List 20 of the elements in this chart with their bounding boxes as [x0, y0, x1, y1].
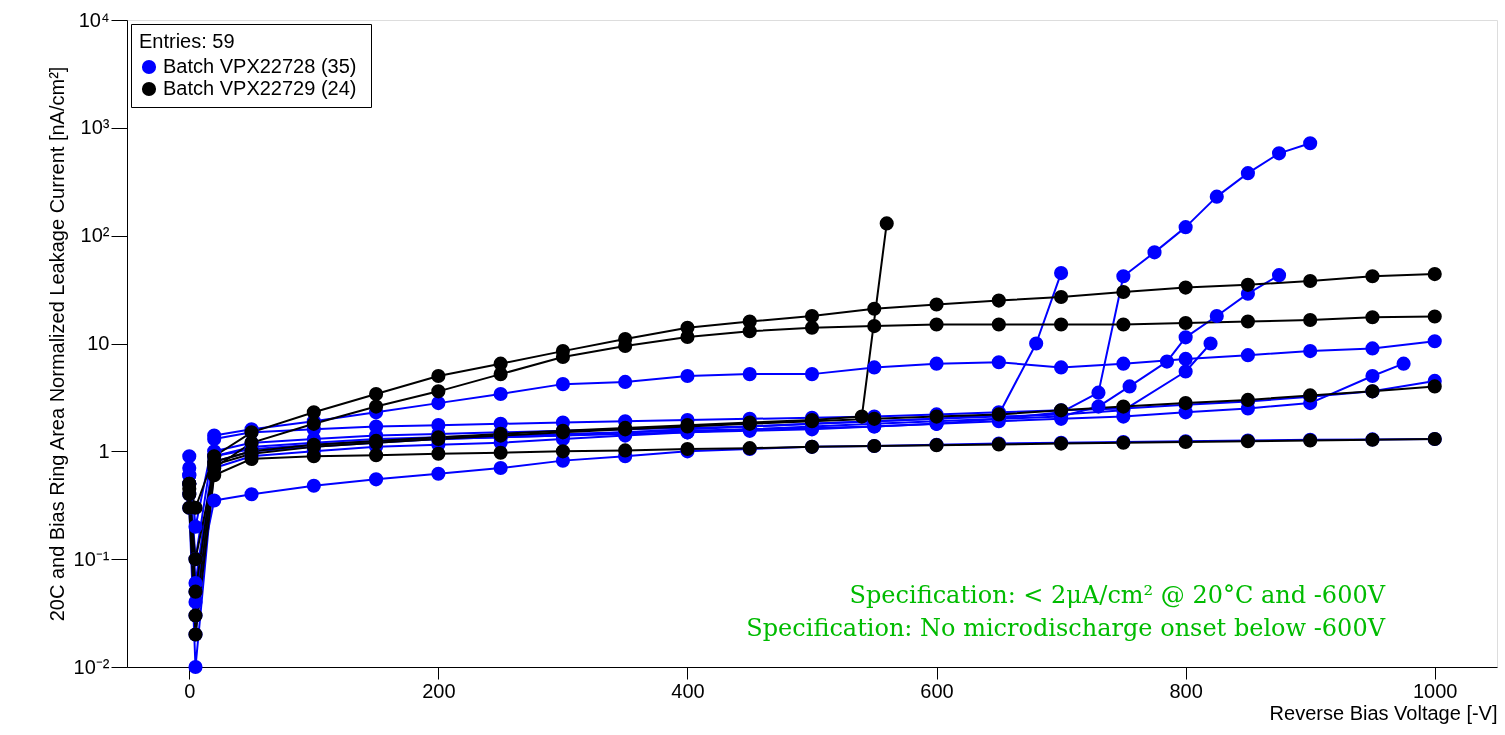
x-tick-label: 600 — [920, 679, 954, 702]
x-tick-label: 0 — [184, 679, 196, 702]
x-tick-label: 400 — [671, 679, 705, 702]
annotation: Specification: No microdischarge onset below -600V — [746, 614, 1386, 642]
y-axis-title: 20C and Bias Ring Area Normalized Leakage Current [nA/cm²] — [45, 66, 68, 622]
x-tick-label: 200 — [422, 679, 456, 702]
x-tick-label: 1000 — [1412, 679, 1458, 702]
x-tick-label: 800 — [1169, 679, 1203, 702]
y-tick-label: 10 — [87, 332, 110, 354]
y-tick-label: 10² — [80, 224, 110, 247]
legend-label: Batch VPX22728 (35) — [163, 55, 357, 77]
y-tick-label: 10⁴ — [78, 8, 110, 31]
y-tick-label: 1 — [98, 439, 110, 462]
y-tick-label: 10⁻² — [73, 655, 110, 678]
annotation: Specification: < 2μA/cm² @ 20°C and -600V — [849, 581, 1386, 609]
x-axis-title: Reverse Bias Voltage [-V] — [1269, 701, 1498, 724]
y-tick-label: 10³ — [80, 116, 110, 139]
legend-title: Entries: 59 — [139, 30, 235, 52]
y-tick-label: 10⁻¹ — [73, 547, 110, 570]
legend-label: Batch VPX22729 (24) — [163, 77, 357, 99]
